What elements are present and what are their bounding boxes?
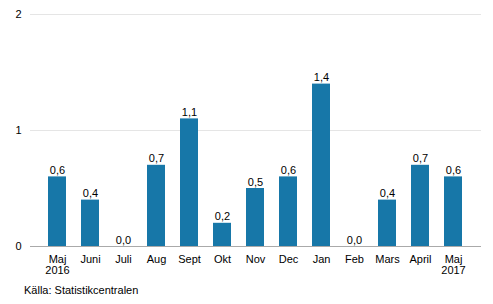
- svg-text:Maj2016: Maj2016: [45, 253, 69, 276]
- svg-text:Jan: Jan: [313, 253, 331, 265]
- svg-text:0,6: 0,6: [281, 164, 296, 176]
- svg-text:April: April: [409, 253, 431, 265]
- svg-text:0,4: 0,4: [380, 187, 395, 199]
- svg-text:0,5: 0,5: [248, 176, 263, 188]
- svg-text:0,0: 0,0: [116, 234, 131, 246]
- svg-text:0,7: 0,7: [413, 152, 428, 164]
- svg-text:Juni: Juni: [80, 253, 100, 265]
- svg-text:Dec: Dec: [279, 253, 299, 265]
- svg-text:0,6: 0,6: [50, 164, 65, 176]
- svg-text:0,4: 0,4: [83, 187, 98, 199]
- html-text:Källa: Statistikcentralen: Källa: Statistikcentralen: [24, 284, 139, 296]
- svg-text:0,7: 0,7: [149, 152, 164, 164]
- svg-text:2: 2: [15, 8, 21, 20]
- svg-text:Nov: Nov: [246, 253, 266, 265]
- svg-text:0: 0: [15, 240, 21, 252]
- svg-text:Aug: Aug: [147, 253, 167, 265]
- svg-text:Okt: Okt: [214, 253, 231, 265]
- svg-text:Mars: Mars: [375, 253, 400, 265]
- svg-text:Sept: Sept: [178, 253, 201, 265]
- svg-text:0,6: 0,6: [446, 164, 461, 176]
- svg-text:Juli: Juli: [115, 253, 132, 265]
- svg-text:Maj2017: Maj2017: [441, 253, 465, 276]
- svg-text:0,0: 0,0: [347, 234, 362, 246]
- svg-text:Feb: Feb: [345, 253, 364, 265]
- svg-text:1: 1: [15, 124, 21, 136]
- svg-text:1,4: 1,4: [314, 71, 329, 83]
- svg-text:0,2: 0,2: [215, 210, 230, 222]
- svg-text:1,1: 1,1: [182, 106, 197, 118]
